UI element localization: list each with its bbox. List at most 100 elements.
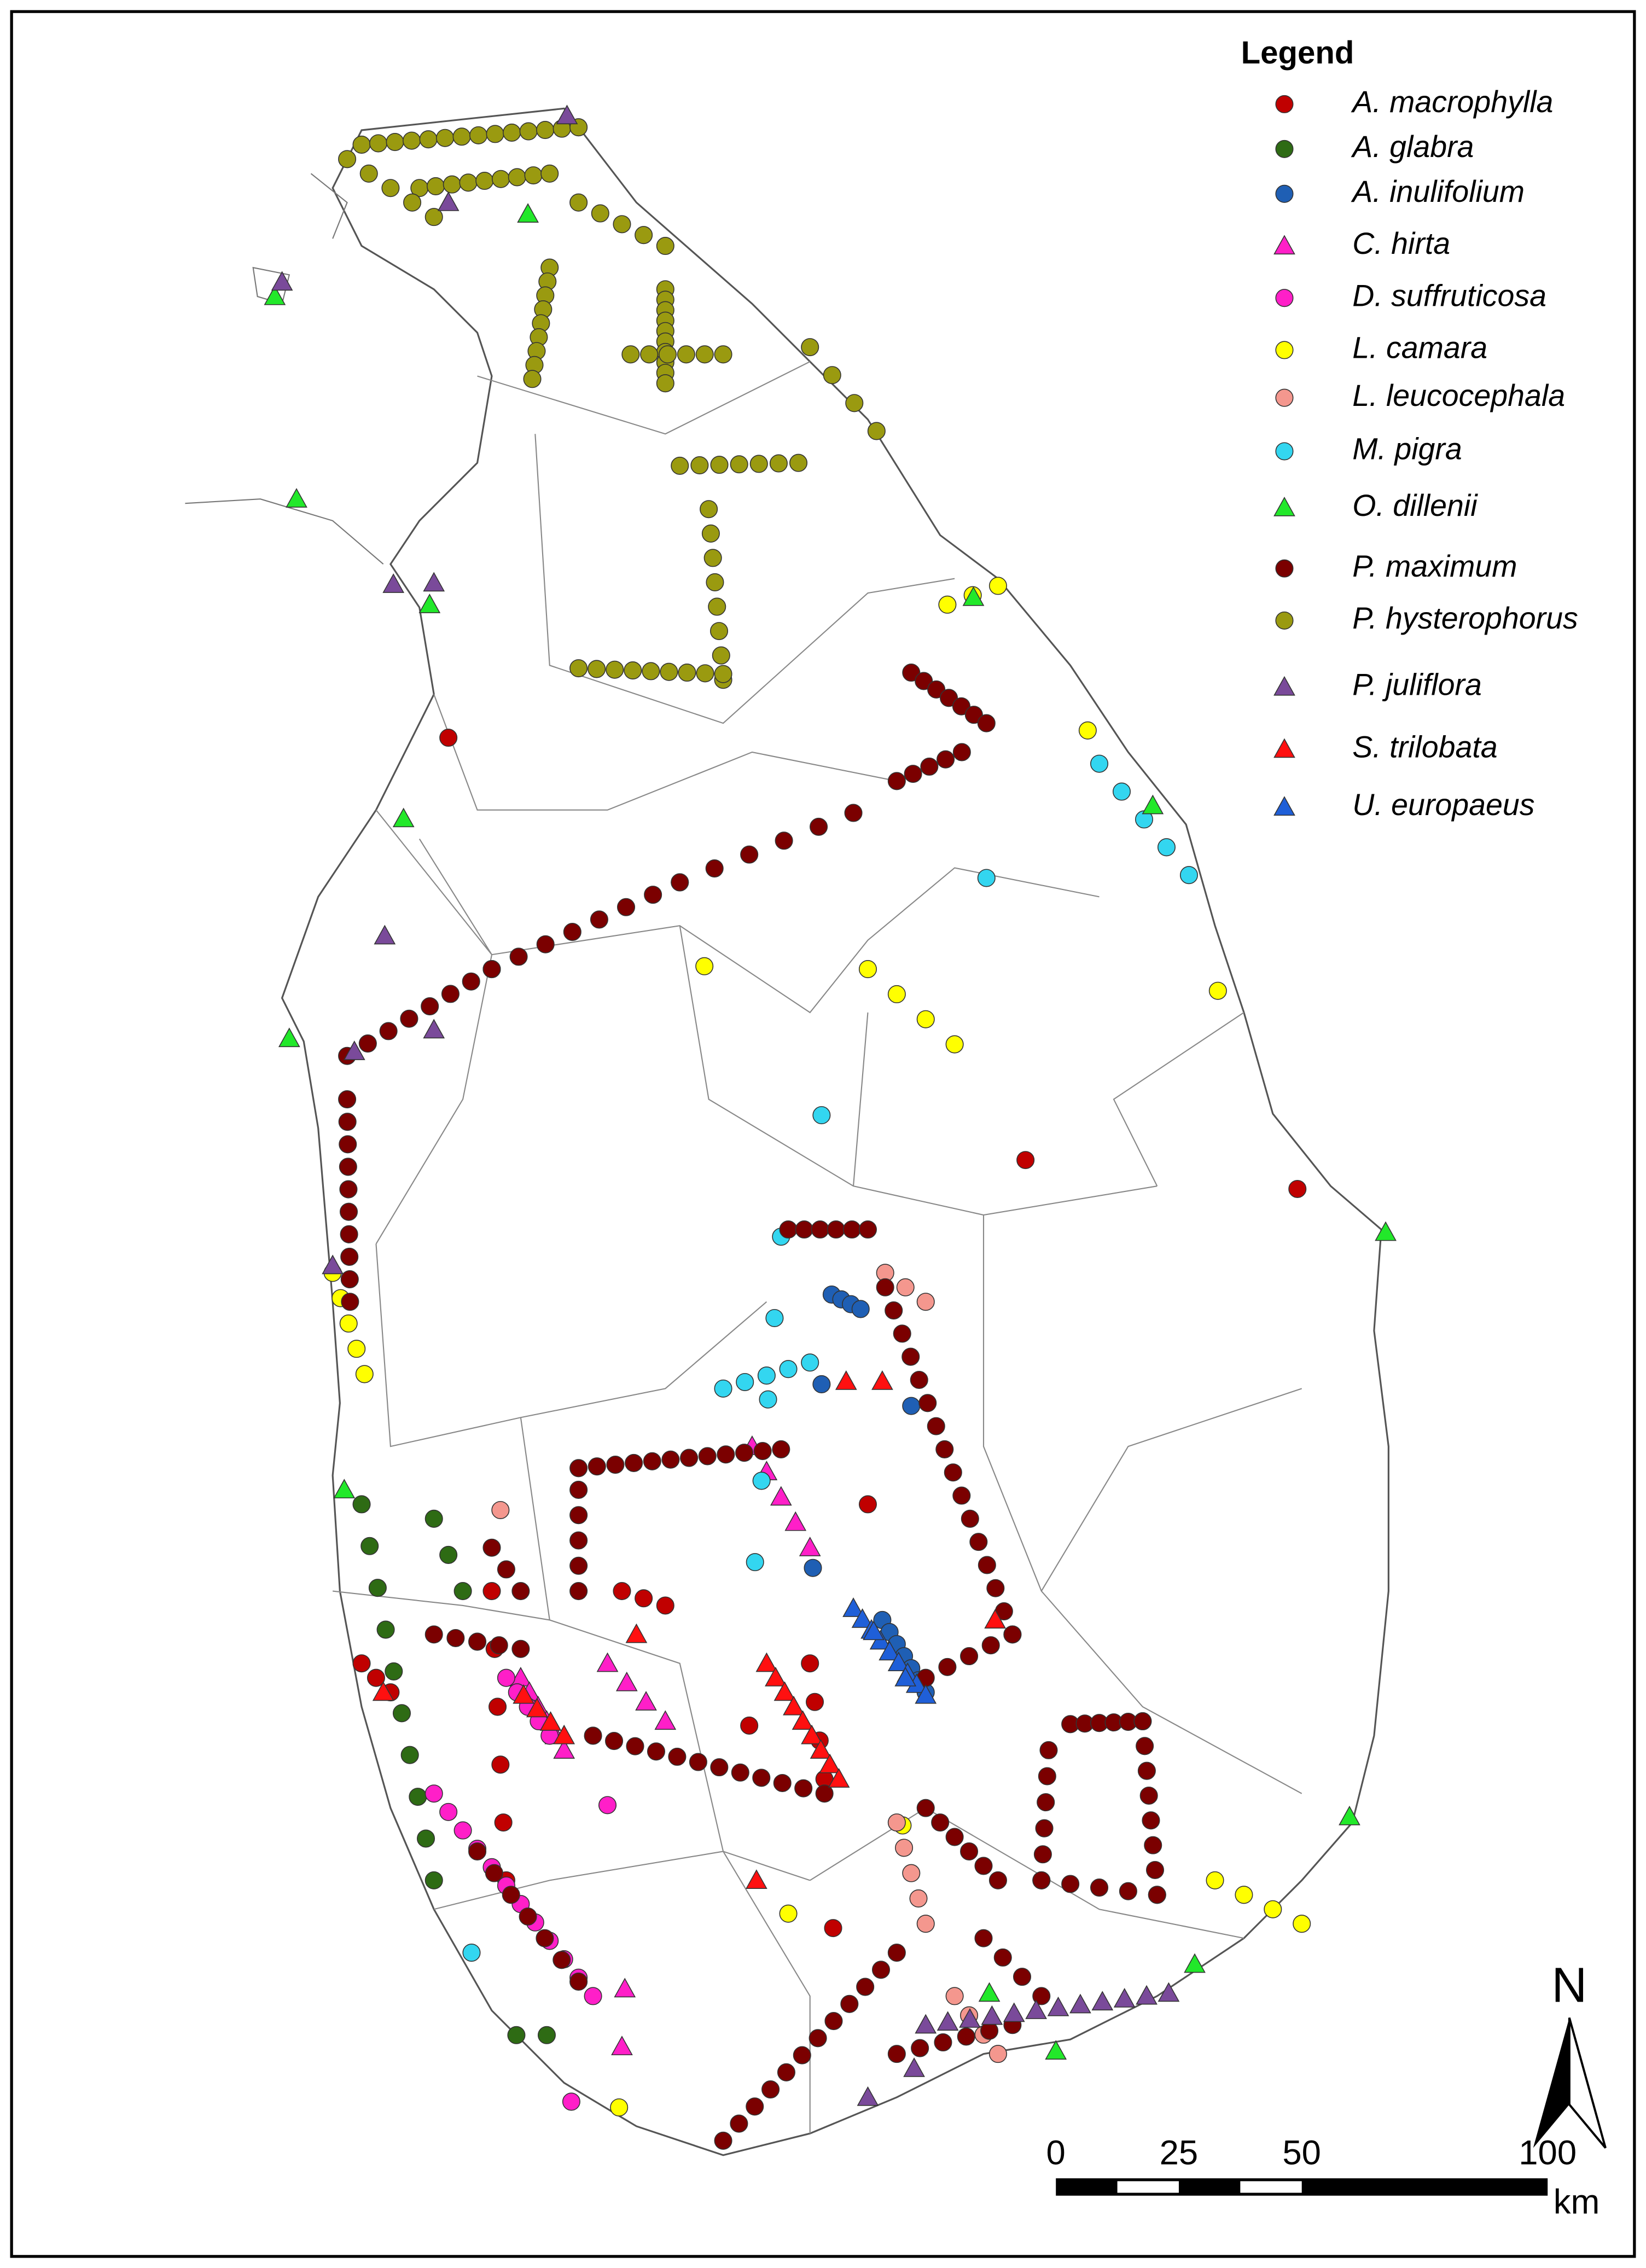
occurrence-marker: [490, 1636, 508, 1655]
occurrence-marker: [613, 215, 631, 234]
occurrence-marker: [1137, 1761, 1156, 1780]
occurrence-marker: [935, 1440, 954, 1458]
occurrence-marker: [779, 1360, 798, 1379]
occurrence-marker: [773, 1773, 792, 1793]
occurrence-marker: [993, 1948, 1012, 1967]
legend-label: M. pigra: [1352, 432, 1462, 466]
occurrence-marker: [338, 150, 357, 168]
scale-bar-segment: [1240, 2181, 1302, 2193]
occurrence-marker: [700, 500, 718, 519]
legend-symbol: [1273, 496, 1295, 516]
occurrence-marker: [680, 1449, 699, 1467]
occurrence-marker: [644, 886, 662, 904]
occurrence-marker: [974, 1857, 993, 1875]
occurrence-marker: [1375, 1221, 1397, 1241]
occurrence-marker: [851, 1608, 874, 1628]
occurrence-marker: [347, 1340, 366, 1358]
occurrence-marker: [835, 1370, 857, 1390]
occurrence-marker: [1003, 1625, 1022, 1644]
occurrence-marker: [1013, 1968, 1032, 1986]
occurrence-marker: [338, 1113, 357, 1131]
occurrence-marker: [915, 1684, 937, 1704]
occurrence-marker: [974, 1929, 993, 1947]
island-outline: [281, 107, 1389, 2156]
occurrence-marker: [485, 1864, 503, 1882]
occurrence-marker: [509, 947, 528, 966]
occurrence-marker: [856, 1978, 875, 1996]
legend-label: L. leucocephala: [1352, 379, 1565, 412]
occurrence-marker: [507, 2026, 526, 2044]
occurrence-marker: [453, 1582, 472, 1601]
legend-symbol: [1275, 559, 1294, 578]
occurrence-marker: [810, 817, 828, 836]
occurrence-marker: [468, 1842, 487, 1861]
occurrence-marker: [759, 1390, 777, 1409]
occurrence-marker: [658, 345, 677, 364]
occurrence-marker: [690, 456, 709, 475]
occurrence-marker: [730, 455, 748, 474]
occurrence-marker: [403, 131, 421, 150]
occurrence-marker: [400, 1746, 419, 1764]
occurrence-marker: [931, 1813, 950, 1832]
occurrence-marker: [801, 338, 819, 357]
occurrence-marker: [503, 123, 521, 142]
legend-symbol: [1273, 738, 1295, 758]
occurrence-marker: [783, 1695, 805, 1715]
occurrence-marker: [569, 1531, 588, 1550]
occurrence-marker: [491, 1501, 510, 1519]
occurrence-marker: [424, 208, 443, 226]
occurrence-marker: [1206, 1871, 1224, 1889]
occurrence-marker: [491, 1755, 510, 1774]
occurrence-marker: [844, 804, 863, 822]
occurrence-marker: [1035, 1819, 1054, 1837]
occurrence-marker: [1142, 794, 1164, 815]
occurrence-marker: [753, 1442, 772, 1461]
occurrence-marker: [1047, 1996, 1069, 2016]
occurrence-marker: [772, 1440, 790, 1458]
occurrence-marker: [584, 1726, 602, 1745]
legend-label: P. maximum: [1352, 549, 1517, 583]
legend-symbol: [1275, 611, 1294, 630]
occurrence-marker: [678, 664, 696, 682]
occurrence-marker: [945, 1987, 964, 2005]
occurrence-marker: [424, 1784, 443, 1803]
occurrence-marker: [1003, 2002, 1025, 2022]
occurrence-marker: [1293, 1915, 1311, 1933]
occurrence-marker: [777, 2063, 795, 2081]
occurrence-marker: [1235, 1886, 1253, 1904]
occurrence-marker: [1039, 1741, 1058, 1759]
occurrence-marker: [569, 193, 588, 212]
occurrence-marker: [453, 1821, 472, 1840]
occurrence-marker: [642, 662, 660, 681]
occurrence-marker: [459, 173, 478, 192]
occurrence-marker: [519, 122, 538, 141]
occurrence-marker: [840, 1994, 859, 2013]
north-label: N: [1551, 1958, 1587, 2013]
occurrence-marker: [714, 345, 732, 364]
occurrence-marker: [902, 664, 921, 682]
occurrence-marker: [960, 1647, 979, 1666]
occurrence-marker: [360, 1537, 379, 1555]
occurrence-marker: [1090, 754, 1109, 773]
occurrence-marker: [1090, 1879, 1109, 1897]
occurrence-marker: [752, 1769, 771, 1787]
legend-label: A. inulifolium: [1351, 175, 1525, 208]
occurrence-marker: [372, 1681, 394, 1701]
occurrence-marker: [885, 1301, 903, 1320]
occurrence-marker: [709, 622, 729, 641]
occurrence-marker: [1061, 1875, 1080, 1893]
occurrence-marker: [901, 1347, 920, 1366]
occurrence-marker: [339, 1135, 357, 1154]
occurrence-marker: [977, 869, 996, 887]
occurrence-marker: [1078, 721, 1097, 740]
legend-label: O. dillenii: [1352, 489, 1478, 522]
occurrence-marker: [1288, 1179, 1307, 1199]
occurrence-marker: [427, 177, 445, 195]
occurrence-marker: [827, 1220, 845, 1239]
occurrence-marker: [1184, 1953, 1206, 1973]
occurrence-marker: [482, 1538, 501, 1557]
occurrence-marker: [710, 456, 729, 474]
legend-symbol: [1275, 388, 1294, 407]
occurrence-marker: [392, 1704, 411, 1723]
occurrence-marker: [494, 1813, 513, 1832]
